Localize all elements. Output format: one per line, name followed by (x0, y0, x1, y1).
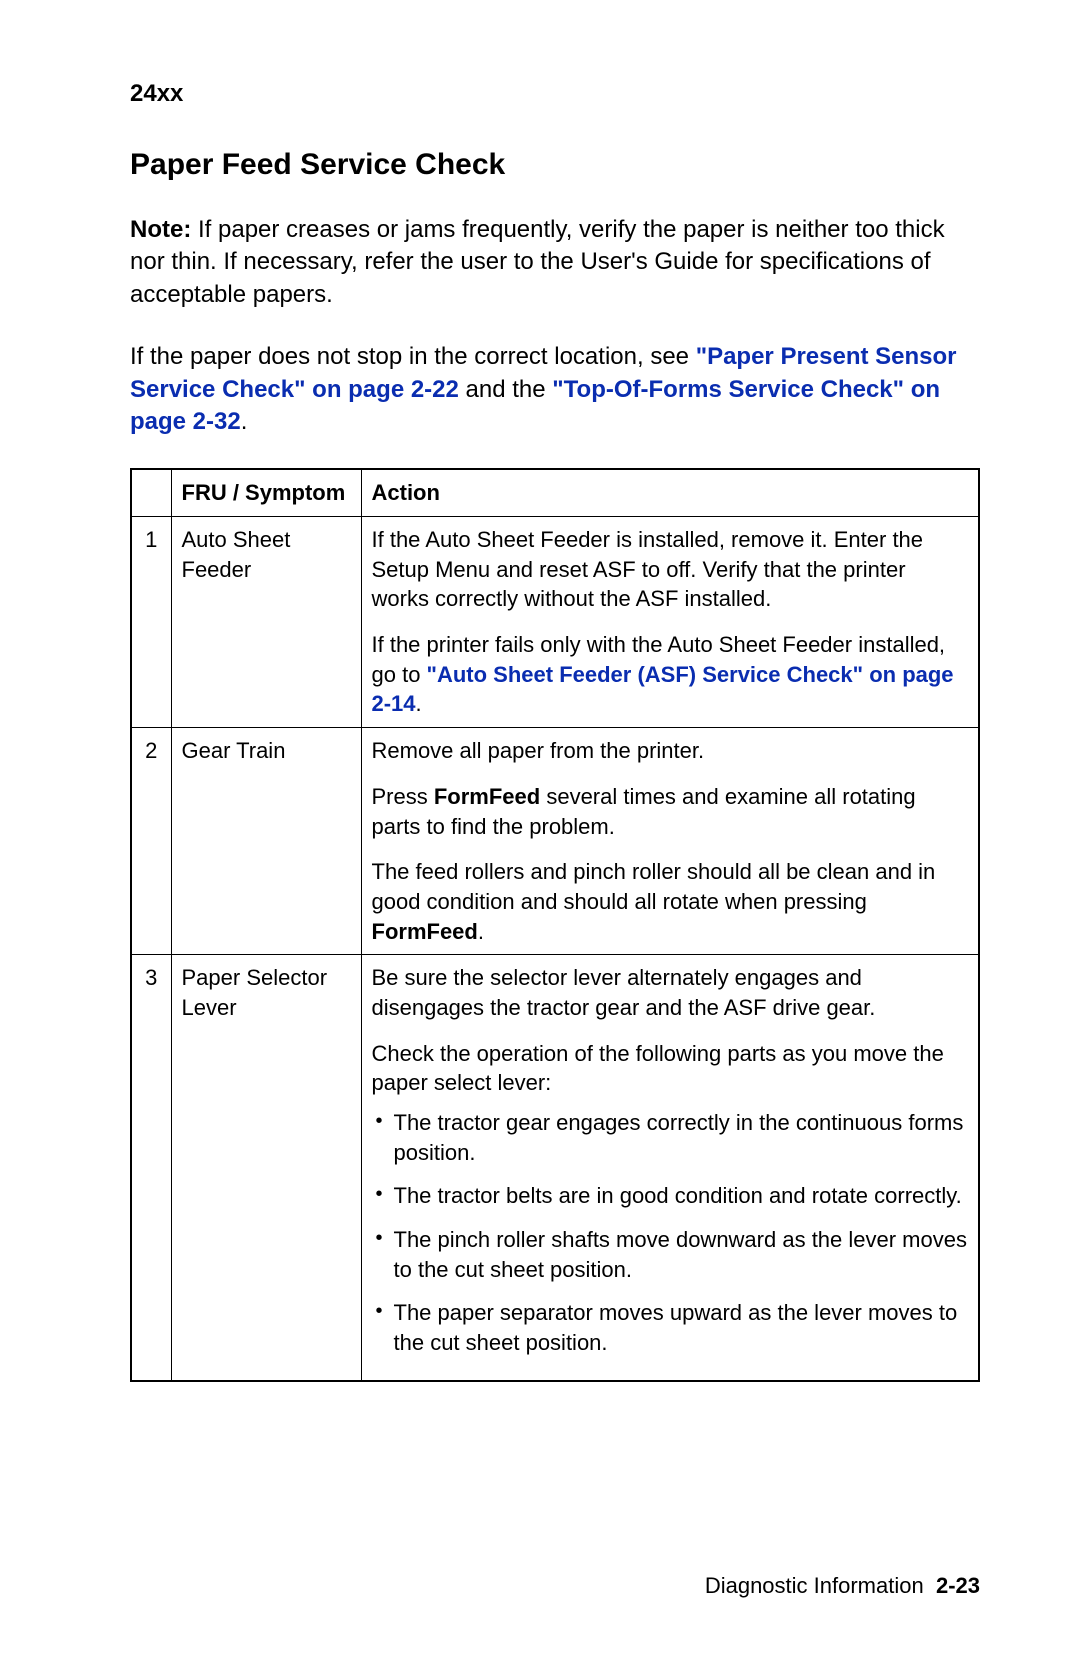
action-text: If the Auto Sheet Feeder is installed, r… (372, 525, 969, 614)
row-symptom: Gear Train (171, 728, 361, 955)
note-label: Note: (130, 216, 191, 243)
list-item: The tractor belts are in good condition … (372, 1181, 969, 1211)
note-paragraph: Note: If paper creases or jams frequentl… (130, 214, 980, 311)
action-post: . (416, 691, 422, 716)
row-symptom: Auto Sheet Feeder (171, 517, 361, 728)
row-action: If the Auto Sheet Feeder is installed, r… (361, 517, 979, 623)
action-text: Press FormFeed several times and examine… (372, 782, 969, 841)
action-text: If the printer fails only with the Auto … (372, 630, 969, 719)
action-text: The feed rollers and pinch roller should… (372, 857, 969, 946)
action-post: . (478, 919, 484, 944)
table-header-action: Action (361, 469, 979, 516)
row-number: 2 (131, 728, 171, 955)
crossref-lead: If the paper does not stop in the correc… (130, 343, 696, 370)
header-model: 24xx (130, 80, 980, 108)
row-action: Press FormFeed several times and examine… (361, 774, 979, 849)
list-item: The paper separator moves upward as the … (372, 1298, 969, 1357)
action-bold: FormFeed (434, 784, 540, 809)
table-header-symptom: FRU / Symptom (171, 469, 361, 516)
fru-symptom-table: FRU / Symptom Action 1 Auto Sheet Feeder… (130, 468, 980, 1382)
bullet-list: The tractor gear engages correctly in th… (372, 1108, 969, 1358)
list-item: The tractor gear engages correctly in th… (372, 1108, 969, 1167)
action-text: Be sure the selector lever alternately e… (372, 963, 969, 1022)
crossref-paragraph: If the paper does not stop in the correc… (130, 341, 980, 438)
row-action: If the printer fails only with the Auto … (361, 622, 979, 728)
row-action: Check the operation of the following par… (361, 1031, 979, 1381)
row-action: The feed rollers and pinch roller should… (361, 849, 979, 955)
list-item: The pinch roller shafts move downward as… (372, 1225, 969, 1284)
table-header-row: FRU / Symptom Action (131, 469, 979, 516)
action-text: Check the operation of the following par… (372, 1039, 969, 1098)
footer: Diagnostic Information 2-23 (705, 1573, 980, 1599)
page-container: 24xx Paper Feed Service Check Note: If p… (0, 0, 1080, 1669)
page-title: Paper Feed Service Check (130, 148, 980, 182)
row-symptom: Paper Selector Lever (171, 955, 361, 1381)
action-text: Remove all paper from the printer. (372, 736, 969, 766)
row-number: 3 (131, 955, 171, 1381)
table-row: 2 Gear Train Remove all paper from the p… (131, 728, 979, 774)
note-text: If paper creases or jams frequently, ver… (130, 216, 945, 308)
footer-page-number: 2-23 (936, 1573, 980, 1598)
row-action: Be sure the selector lever alternately e… (361, 955, 979, 1031)
footer-label: Diagnostic Information (705, 1573, 924, 1598)
table-row: 1 Auto Sheet Feeder If the Auto Sheet Fe… (131, 517, 979, 623)
action-pre: Press (372, 784, 434, 809)
action-bold: FormFeed (372, 919, 478, 944)
action-pre: The feed rollers and pinch roller should… (372, 859, 936, 914)
crossref-mid: and the (459, 376, 552, 403)
row-number: 1 (131, 517, 171, 728)
link-asf-service-check[interactable]: "Auto Sheet Feeder (ASF) Service Check" … (372, 662, 954, 717)
row-action: Remove all paper from the printer. (361, 728, 979, 774)
crossref-end: . (241, 408, 248, 435)
table-header-blank (131, 469, 171, 516)
table-row: 3 Paper Selector Lever Be sure the selec… (131, 955, 979, 1031)
